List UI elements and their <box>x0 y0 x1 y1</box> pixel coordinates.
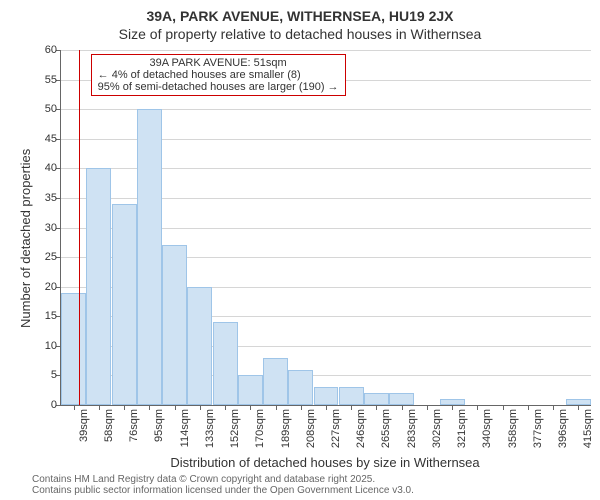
x-tick-mark <box>351 405 352 410</box>
x-tick-mark <box>124 405 125 410</box>
annotation-line-1: 39A PARK AVENUE: 51sqm <box>98 57 339 69</box>
x-tick-label: 227sqm <box>330 409 342 448</box>
x-tick-label: 246sqm <box>355 409 367 448</box>
histogram-bar <box>314 387 339 405</box>
y-tick-label: 45 <box>45 133 61 145</box>
annotation-box: 39A PARK AVENUE: 51sqm ← 4% of detached … <box>91 54 346 96</box>
histogram-bar <box>389 393 414 405</box>
x-tick-mark <box>301 405 302 410</box>
x-tick-mark <box>276 405 277 410</box>
x-tick-label: 95sqm <box>153 409 165 442</box>
x-tick-mark <box>99 405 100 410</box>
y-tick-label: 15 <box>45 310 61 322</box>
histogram-bar <box>339 387 364 405</box>
histogram-bar <box>364 393 389 405</box>
histogram-bar <box>137 109 162 405</box>
y-tick-label: 60 <box>45 44 61 56</box>
y-axis-label: Number of detached properties <box>18 148 33 327</box>
x-tick-mark <box>326 405 327 410</box>
x-tick-mark <box>149 405 150 410</box>
x-tick-label: 189sqm <box>280 409 292 448</box>
x-tick-label: 58sqm <box>103 409 115 442</box>
x-tick-label: 152sqm <box>229 409 241 448</box>
y-tick-label: 20 <box>45 281 61 293</box>
x-tick-label: 208sqm <box>305 409 317 448</box>
histogram-bar <box>238 375 263 405</box>
x-tick-mark <box>250 405 251 410</box>
x-tick-mark <box>225 405 226 410</box>
plot-area: 39A PARK AVENUE: 51sqm ← 4% of detached … <box>60 50 591 406</box>
y-tick-label: 55 <box>45 74 61 86</box>
x-tick-label: 377sqm <box>532 409 544 448</box>
histogram-bar <box>213 322 238 405</box>
footer-line-2: Contains public sector information licen… <box>32 485 414 496</box>
y-tick-label: 25 <box>45 251 61 263</box>
x-tick-mark <box>477 405 478 410</box>
annotation-line-3: 95% of semi-detached houses are larger (… <box>98 81 339 93</box>
x-tick-label: 302sqm <box>431 409 443 448</box>
histogram-bar <box>61 293 86 405</box>
histogram-bar <box>263 358 288 405</box>
x-tick-label: 396sqm <box>557 409 569 448</box>
histogram-bar <box>187 287 212 405</box>
y-tick-label: 5 <box>51 369 61 381</box>
histogram-bar <box>288 370 313 406</box>
x-tick-label: 321sqm <box>456 409 468 448</box>
chart-container: 39A, PARK AVENUE, WITHERNSEA, HU19 2JX S… <box>0 0 600 500</box>
x-tick-label: 340sqm <box>481 409 493 448</box>
y-tick-label: 50 <box>45 103 61 115</box>
x-tick-mark <box>74 405 75 410</box>
chart-title-sub: Size of property relative to detached ho… <box>0 24 600 42</box>
footer-line-1: Contains HM Land Registry data © Crown c… <box>32 474 414 485</box>
y-tick-label: 0 <box>51 399 61 411</box>
reference-line <box>79 50 80 405</box>
x-tick-label: 76sqm <box>128 409 140 442</box>
x-tick-mark <box>578 405 579 410</box>
x-tick-label: 415sqm <box>582 409 594 448</box>
chart-footer: Contains HM Land Registry data © Crown c… <box>0 474 414 496</box>
x-tick-mark <box>402 405 403 410</box>
chart-title-main: 39A, PARK AVENUE, WITHERNSEA, HU19 2JX <box>0 0 600 24</box>
y-tick-label: 10 <box>45 340 61 352</box>
x-tick-mark <box>376 405 377 410</box>
x-tick-mark <box>452 405 453 410</box>
histogram-bar <box>162 245 187 405</box>
y-tick-label: 35 <box>45 192 61 204</box>
x-tick-label: 358sqm <box>507 409 519 448</box>
x-tick-mark <box>175 405 176 410</box>
x-tick-mark <box>427 405 428 410</box>
x-tick-label: 39sqm <box>78 409 90 442</box>
x-tick-label: 133sqm <box>204 409 216 448</box>
y-tick-label: 30 <box>45 222 61 234</box>
histogram-bar <box>112 204 137 405</box>
gridline <box>61 50 591 51</box>
x-tick-mark <box>503 405 504 410</box>
x-tick-mark <box>200 405 201 410</box>
x-tick-mark <box>553 405 554 410</box>
x-tick-label: 265sqm <box>380 409 392 448</box>
x-tick-label: 170sqm <box>254 409 266 448</box>
x-axis-label: Distribution of detached houses by size … <box>60 455 590 470</box>
histogram-bar <box>86 168 111 405</box>
y-tick-label: 40 <box>45 162 61 174</box>
x-tick-mark <box>528 405 529 410</box>
annotation-line-2: ← 4% of detached houses are smaller (8) <box>98 69 339 81</box>
x-tick-label: 114sqm <box>179 409 191 447</box>
x-tick-label: 283sqm <box>406 409 418 448</box>
